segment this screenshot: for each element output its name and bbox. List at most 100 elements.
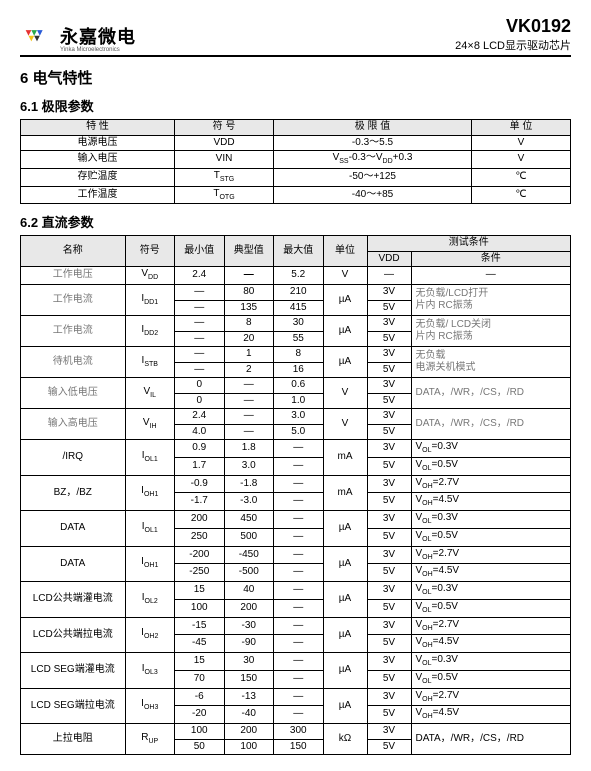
cell: 50: [175, 739, 225, 755]
cell: 3V: [367, 316, 411, 332]
cell: 0.9: [175, 440, 225, 458]
cell: 3V: [367, 440, 411, 458]
cell: µA: [323, 347, 367, 378]
cell: —: [224, 424, 274, 440]
cell: 待机电流: [21, 347, 126, 378]
cell: 工作温度: [21, 186, 175, 204]
cell: 8: [274, 347, 324, 363]
cell: —: [274, 670, 324, 688]
cell: —: [175, 362, 225, 378]
cell: 4.0: [175, 424, 225, 440]
cell: 5.2: [274, 267, 324, 285]
cell: 200: [224, 599, 274, 617]
cell: µA: [323, 511, 367, 547]
cell: VOH=2.7V: [411, 617, 571, 635]
cell: 电源电压: [21, 135, 175, 151]
cell: BZ，/BZ: [21, 475, 126, 511]
table-row: LCD公共端拉电流IOH2-15-30—µA3VVOH=2.7V: [21, 617, 571, 635]
cell: —: [274, 457, 324, 475]
cell: VSS-0.3～VDD+0.3: [274, 151, 472, 169]
cell: µA: [323, 546, 367, 582]
cell: -40: [224, 706, 274, 724]
cell: VOH=4.5V: [411, 564, 571, 582]
cell: 存贮温度: [21, 168, 175, 186]
cell: V: [323, 378, 367, 409]
cell: 5V: [367, 457, 411, 475]
cell: 2: [224, 362, 274, 378]
cell: 5V: [367, 670, 411, 688]
cell: 3V: [367, 688, 411, 706]
cell: mA: [323, 440, 367, 476]
cell: 500: [224, 528, 274, 546]
table-row: LCD SEG端拉电流IOH3-6-13—µA3VVOH=2.7V: [21, 688, 571, 706]
col-header: 特 性: [21, 120, 175, 136]
cell: 无负载/LCD打开片内 RC振荡: [411, 285, 571, 316]
cell: —: [274, 706, 324, 724]
cell: 3V: [367, 511, 411, 529]
cell: ISTB: [125, 347, 175, 378]
cell: mA: [323, 475, 367, 511]
cell: V: [323, 267, 367, 285]
cell: -20: [175, 706, 225, 724]
cell: —: [224, 267, 274, 285]
table-6-1: 特 性符 号极 限 值单 位电源电压VDD-0.3～5.5V输入电压VINVSS…: [20, 119, 571, 204]
table-row: 工作温度TOTG-40～+85℃: [21, 186, 571, 204]
cell: IOL2: [125, 582, 175, 618]
cell: —: [367, 267, 411, 285]
cell: µA: [323, 316, 367, 347]
cell: 5V: [367, 739, 411, 755]
cell: 输入高电压: [21, 409, 126, 440]
cell: IDD2: [125, 316, 175, 347]
cell: 3V: [367, 724, 411, 740]
cell: VOL=0.3V: [411, 582, 571, 600]
cell: IOH2: [125, 617, 175, 653]
cell: LCD公共端拉电流: [21, 617, 126, 653]
cell: DATA，/WR，/CS，/RD: [411, 378, 571, 409]
col-header: 最小值: [175, 236, 225, 267]
cell: 工作电压: [21, 267, 126, 285]
cell: 150: [224, 670, 274, 688]
cell: 无负载电源关机模式: [411, 347, 571, 378]
cell: -13: [224, 688, 274, 706]
cell: 5V: [367, 331, 411, 347]
cell: LCD公共端灌电流: [21, 582, 126, 618]
cell: VOH=2.7V: [411, 475, 571, 493]
logo-text-cn: 永嘉微电: [60, 27, 136, 47]
cell: -50～+125: [274, 168, 472, 186]
logo-block: 永嘉微电 Yinka Microelectronics: [20, 23, 136, 53]
cell: 300: [274, 724, 324, 740]
cell: DATA: [21, 546, 126, 582]
cell: IOL1: [125, 511, 175, 547]
cell: VOL=0.5V: [411, 457, 571, 475]
cell: 5V: [367, 362, 411, 378]
col-header: 符号: [125, 236, 175, 267]
cell: VOH=2.7V: [411, 688, 571, 706]
cell: VOH=2.7V: [411, 546, 571, 564]
cell: IOH3: [125, 688, 175, 724]
cell: 80: [224, 285, 274, 301]
table-6-2: 名称符号最小值典型值最大值单位测试条件VDD条件工作电压VDD2.4—5.2V—…: [20, 235, 571, 755]
cell: 工作电流: [21, 285, 126, 316]
cell: 450: [224, 511, 274, 529]
cell: µA: [323, 653, 367, 689]
col-header: 单 位: [472, 120, 571, 136]
cell: VIN: [175, 151, 274, 169]
table-row: 待机电流ISTB—18µA3V无负载电源关机模式: [21, 347, 571, 363]
cell: DATA，/WR，/CS，/RD: [411, 724, 571, 755]
cell: 上拉电阻: [21, 724, 126, 755]
cell: µA: [323, 582, 367, 618]
cell: 5V: [367, 528, 411, 546]
logo-text-en: Yinka Microelectronics: [60, 47, 136, 53]
cell: -6: [175, 688, 225, 706]
cell: 5V: [367, 599, 411, 617]
cell: —: [274, 475, 324, 493]
cell: 100: [175, 599, 225, 617]
cell: 3V: [367, 617, 411, 635]
cell: 5V: [367, 300, 411, 316]
cell: 3.0: [224, 457, 274, 475]
part-block: VK0192 24×8 LCD显示驱动芯片: [455, 16, 571, 53]
cell: -40～+85: [274, 186, 472, 204]
cell: TSTG: [175, 168, 274, 186]
cell: 5V: [367, 564, 411, 582]
cell: —: [274, 528, 324, 546]
